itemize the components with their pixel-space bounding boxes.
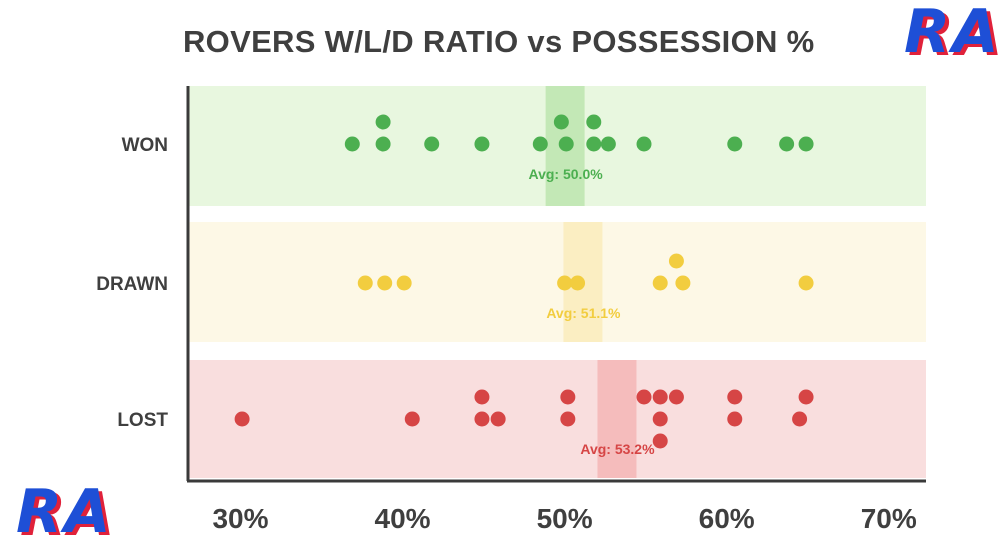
avg-label-lost: Avg: 53.2% <box>580 441 655 457</box>
data-point-drawn <box>396 275 412 291</box>
data-point-drawn <box>675 275 691 291</box>
x-tick-label: 40% <box>375 503 431 534</box>
avg-label-drawn: Avg: 51.1% <box>546 305 621 321</box>
category-label-drawn: DRAWN <box>96 274 168 295</box>
data-point-won <box>779 136 795 152</box>
data-point-drawn <box>570 275 586 291</box>
data-point-won <box>727 136 743 152</box>
data-point-drawn <box>652 275 668 291</box>
data-point-lost <box>652 433 668 449</box>
data-point-won <box>344 136 360 152</box>
data-point-lost <box>560 411 576 427</box>
avg-band-lost <box>597 360 637 478</box>
x-tick-label: 50% <box>537 503 593 534</box>
data-point-drawn <box>798 275 814 291</box>
data-point-lost <box>490 411 506 427</box>
ra-logo-bottom-left: RA <box>16 477 113 547</box>
data-point-won <box>558 136 574 152</box>
data-point-lost <box>234 411 250 427</box>
data-point-won <box>375 114 391 130</box>
data-point-won <box>636 136 652 152</box>
data-point-won <box>586 114 602 130</box>
data-point-lost <box>792 411 808 427</box>
avg-label-won: Avg: 50.0% <box>529 166 604 182</box>
data-point-won <box>586 136 602 152</box>
data-point-won <box>600 136 616 152</box>
data-point-lost <box>798 389 814 405</box>
data-point-won <box>474 136 490 152</box>
data-point-drawn <box>357 275 373 291</box>
category-label-lost: LOST <box>117 410 168 431</box>
category-label-won: WON <box>122 135 168 156</box>
data-point-won <box>532 136 548 152</box>
data-point-drawn <box>668 253 684 269</box>
data-point-lost <box>727 411 743 427</box>
x-tick-label: 60% <box>699 503 755 534</box>
data-point-lost <box>652 389 668 405</box>
x-tick-label: 30% <box>212 503 268 534</box>
x-tick-label: 70% <box>861 503 917 534</box>
chart-title: ROVERS W/L/D RATIO vs POSSESSION % <box>183 24 815 59</box>
data-point-lost <box>404 411 420 427</box>
data-point-drawn <box>557 275 573 291</box>
data-point-lost <box>636 389 652 405</box>
row-band-drawn <box>188 222 926 342</box>
data-point-lost <box>727 389 743 405</box>
row-band-lost <box>188 360 926 478</box>
data-point-won <box>424 136 440 152</box>
data-point-won <box>553 114 569 130</box>
data-point-drawn <box>377 275 393 291</box>
data-point-won <box>798 136 814 152</box>
data-point-lost <box>652 411 668 427</box>
data-point-lost <box>668 389 684 405</box>
data-point-lost <box>474 389 490 405</box>
data-point-won <box>375 136 391 152</box>
ra-logo-top-right: RA <box>904 0 1000 67</box>
data-point-lost <box>474 411 490 427</box>
data-point-lost <box>560 389 576 405</box>
